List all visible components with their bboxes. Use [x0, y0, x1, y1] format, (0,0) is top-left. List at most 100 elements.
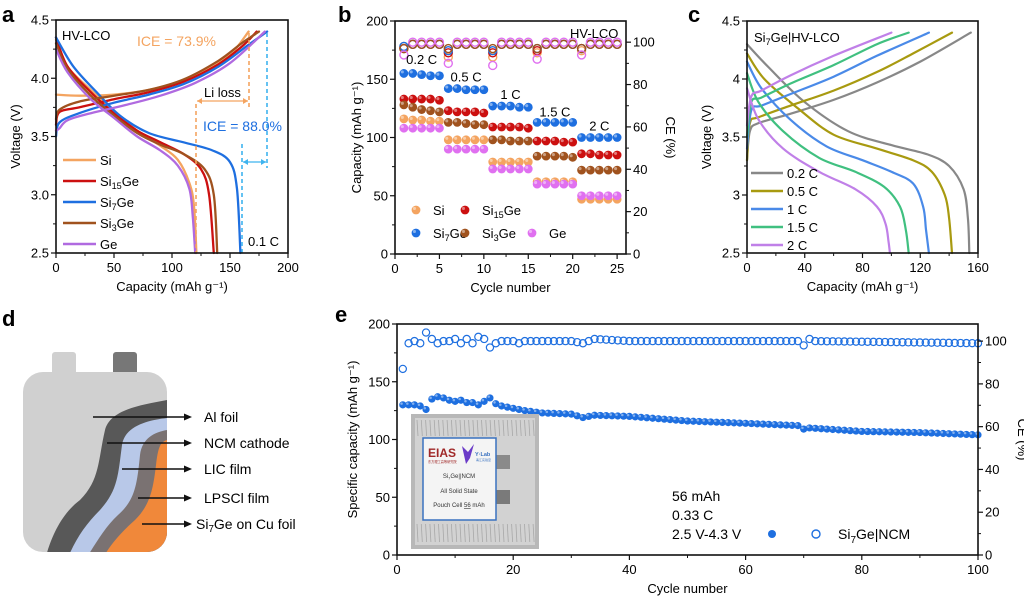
legend-label-pre: Ge [549, 226, 566, 241]
ce-point [601, 335, 611, 344]
legend-marker-highlight [528, 229, 533, 234]
capacity-point-highlight [714, 419, 717, 423]
capacity-point-4 [488, 164, 498, 174]
capacity-point [410, 401, 419, 409]
capacity-point [654, 415, 663, 423]
capacity-point-highlight [673, 417, 676, 421]
capacity-point-4 [586, 191, 595, 201]
capacity-point-2 [577, 133, 586, 142]
ce-point [758, 336, 768, 346]
ce-point [485, 343, 495, 352]
capacity-point [718, 418, 726, 427]
capacity-point-2-highlight [596, 134, 600, 138]
capacity-point [585, 412, 593, 420]
legend-marker-highlight [461, 229, 465, 234]
capacity-point-1 [417, 94, 427, 104]
crinkle-line [438, 419, 440, 437]
capacity-point-3 [506, 136, 515, 146]
capacity-point [893, 428, 901, 436]
capacity-point-1-highlight [498, 123, 502, 128]
legend-label: Si [433, 203, 445, 218]
x-tick-label: 15 [521, 261, 535, 276]
photo-pouch-capacity: Pouch Cell 56 mAh [433, 503, 484, 509]
legend-label-sub: 7 [112, 202, 117, 212]
y-tick-label: 2.5 [722, 246, 740, 261]
capacity-point-3-highlight [454, 119, 458, 123]
capacity-point-2 [514, 102, 524, 112]
capacity-point-4 [426, 123, 435, 133]
panel-c-rate-profiles: Si7Ge|HV-LCO 0.2 C 0.5 C 1 C 1.5 C 2 C 0 40 80… [699, 14, 989, 295]
capacity-point [858, 427, 866, 436]
ce-point [491, 339, 500, 348]
ce-point [497, 336, 506, 346]
capacity-point-highlight [684, 418, 688, 422]
capacity-point-highlight [516, 406, 520, 410]
panel-d-cell-schematic: Al foil NCM cathode LIC film LPSCl film Si7G… [23, 352, 296, 552]
capacity-point [492, 400, 500, 408]
capacity-point-highlight [743, 420, 746, 424]
capacity-point-0 [470, 135, 480, 145]
capacity-point-3 [435, 107, 444, 117]
capacity-point [776, 421, 785, 429]
ce-point [561, 336, 570, 346]
ce-point [851, 337, 861, 346]
capacity-point-highlight [626, 413, 630, 417]
li-loss-label: Li loss [204, 85, 241, 100]
ce-point [904, 338, 913, 347]
capacity-point [864, 427, 872, 436]
capacity-point-1-highlight [471, 108, 475, 112]
capacity-point-2 [435, 71, 444, 81]
ce-point [503, 336, 512, 346]
x-tick-label: 80 [855, 562, 869, 577]
panel-e-cycling: EIAS 东方理工高等研究院 Y·Lab 甬江实验室 Si7Ge||NCM Al… [345, 317, 1024, 597]
x-tick-label: 20 [506, 562, 520, 577]
capacity-point [596, 411, 604, 420]
ce-point [886, 337, 896, 347]
ce-point [834, 337, 843, 346]
capacity-point-2 [532, 117, 542, 127]
capacity-point-highlight [952, 431, 955, 434]
ce-point [799, 341, 808, 350]
capacity-point-2 [612, 133, 622, 142]
capacity-point-highlight [795, 423, 798, 426]
tab-left [52, 352, 76, 376]
capacity-point-4 [550, 179, 560, 189]
capacity-point-2-highlight [542, 119, 547, 123]
capacity-point-0-highlight [498, 158, 502, 162]
capacity-point-4-highlight [480, 146, 484, 150]
capacity-point-3-highlight [400, 101, 404, 105]
capacity-point-highlight [876, 429, 880, 432]
capacity-point-1 [559, 137, 569, 147]
capacity-point [608, 412, 616, 420]
capacity-point-highlight [568, 411, 572, 415]
capacity-point-highlight [580, 415, 583, 418]
panel-label-e: e [335, 302, 347, 327]
panel-b-corner-label: HV-LCO [570, 26, 618, 41]
capacity-point [805, 424, 814, 432]
capacity-point-2 [399, 69, 409, 78]
ice-high-arrowhead-right [261, 159, 266, 165]
capacity-point [834, 426, 843, 434]
y-tick-label: 200 [368, 317, 390, 332]
capacity-point [532, 408, 541, 416]
y-axis-label: Specific capacity (mAh g⁻¹) [345, 361, 360, 519]
pouch-post: mAh [472, 503, 484, 509]
crinkle-line [524, 419, 526, 437]
capacity-point-2-highlight [614, 134, 618, 138]
legend-label-sub: 3 [494, 233, 499, 243]
capacity-point-3 [568, 152, 578, 162]
capacity-point-highlight [737, 420, 740, 424]
capacity-point-1-highlight [534, 137, 538, 141]
capacity-point-highlight [754, 421, 758, 424]
capacity-point-3-highlight [534, 153, 538, 157]
legend-label-pre: Si [100, 174, 112, 189]
capacity-point-2-highlight [525, 104, 529, 108]
capacity-point-4 [532, 179, 542, 189]
capacity-point-highlight [748, 421, 752, 424]
capacity-point-2-highlight [569, 119, 573, 123]
capacity-point-2-highlight [516, 104, 520, 108]
capacity-point-4-highlight [605, 192, 609, 196]
ce-point-3 [443, 43, 454, 54]
legend-marker [460, 205, 470, 215]
